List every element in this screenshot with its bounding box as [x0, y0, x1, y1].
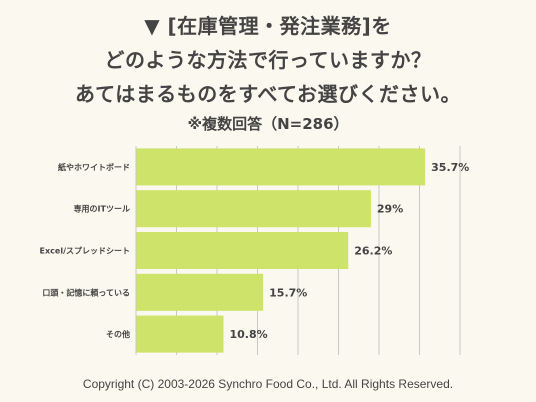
bar-value-label: 10.8% [229, 328, 267, 341]
question-title-line-3: あてはまるものをすべてお選びください。 [75, 82, 461, 106]
bar [136, 315, 224, 353]
category-label: 紙やホワイトボード [58, 162, 130, 172]
bar-value-label: 29% [377, 203, 403, 216]
question-title-line-2: どのような方法で行っていますか？ [104, 48, 432, 72]
bar [136, 148, 426, 186]
bar [136, 232, 349, 269]
category-label: Excel/スプレッドシート [40, 246, 130, 256]
category-label: 口頭・記憶に頼っている [42, 287, 130, 297]
sample-size-subtitle: ※複数回答（N=286） [187, 115, 349, 133]
bar-value-label: 35.7% [431, 161, 469, 174]
question-title-line-1: ▼ [在庫管理・発注業務]を [144, 14, 392, 38]
category-label: その他 [106, 329, 130, 339]
category-label: 専用のITツール [74, 204, 130, 214]
bar-value-label: 26.2% [354, 245, 392, 258]
bar [136, 273, 264, 311]
bar [136, 190, 371, 228]
copyright-notice: Copyright (C) 2003-2026 Synchro Food Co.… [82, 377, 454, 391]
bar-value-label: 15.7% [269, 286, 307, 299]
